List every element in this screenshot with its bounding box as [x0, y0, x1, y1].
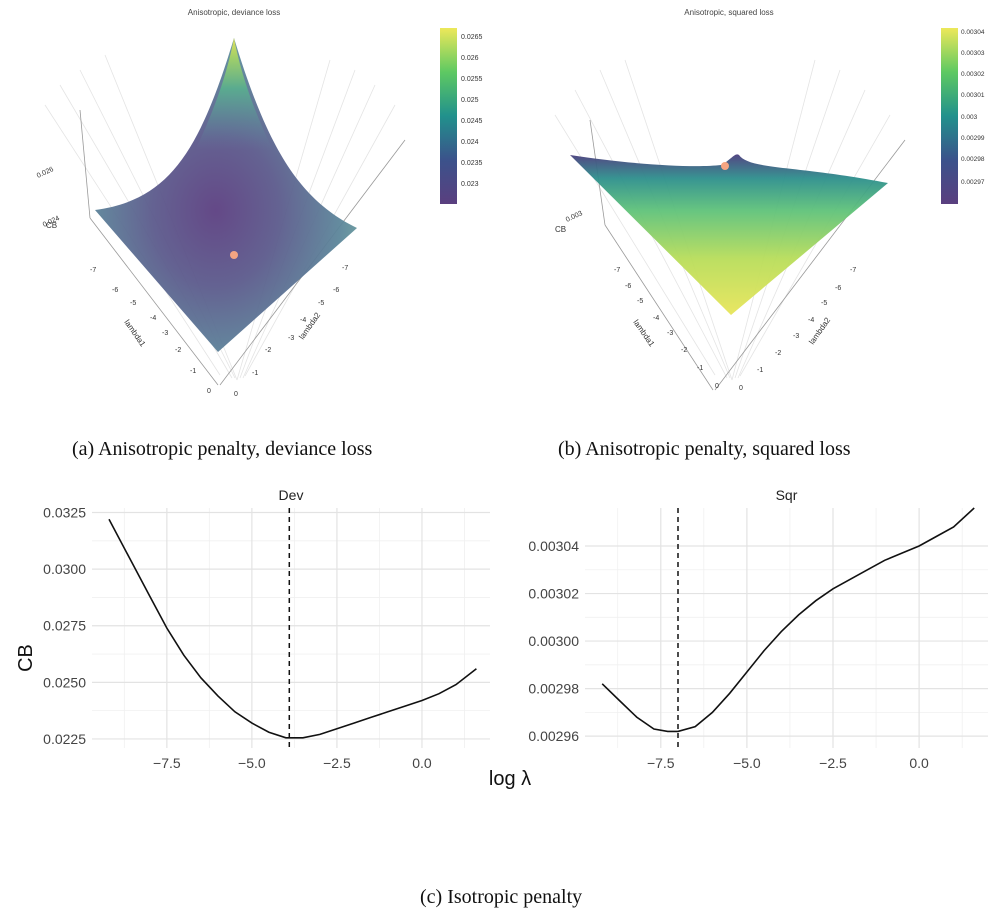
y-tick-label: -1	[757, 367, 763, 374]
x-tick-label: 0	[207, 388, 211, 395]
y-tick-label: -7	[342, 265, 348, 272]
minimum-marker	[721, 162, 729, 170]
y-tick-label: -5	[318, 300, 324, 307]
x-tick-label: -7	[614, 267, 620, 274]
surface-title: Anisotropic, squared loss	[684, 8, 773, 17]
x-tick-label: -4	[653, 315, 659, 322]
surface-plot-squared: Anisotropic, squared loss 0.003 CB -7 -6…	[554, 8, 985, 392]
x-tick-label: -6	[112, 287, 118, 294]
y-tick-label: -2	[775, 350, 781, 357]
x-tick-label: -5	[130, 300, 136, 307]
y-tick-label: -2	[265, 347, 271, 354]
x-tick-label: -1	[697, 365, 703, 372]
colorbar-tick-label: 0.00304	[961, 29, 985, 36]
z-axis-label: CB	[46, 221, 57, 230]
x-tick-label: -3	[162, 330, 168, 337]
y-tick-label: -7	[850, 267, 856, 274]
minimum-marker	[230, 251, 238, 259]
surface-title: Anisotropic, deviance loss	[188, 8, 281, 17]
surface-peak	[195, 38, 273, 150]
x-axis-label: log λ	[489, 768, 531, 790]
x-tick-label: −5.0	[238, 755, 266, 771]
colorbar-tick-label: 0.025	[461, 97, 479, 104]
colorbar-tick-label: 0.024	[461, 139, 479, 146]
y-tick-label: -4	[808, 317, 814, 324]
x-tick-label: -4	[150, 315, 156, 322]
y-tick-label: 0.0300	[43, 561, 86, 577]
x-axis-label: lambda1	[122, 318, 147, 349]
y-tick-label: -6	[333, 287, 339, 294]
colorbar-tick-label: 0.0265	[461, 34, 483, 41]
y-tick-label: 0.00296	[528, 728, 579, 744]
z-axis-label: CB	[555, 225, 566, 234]
x-tick-label: -2	[175, 347, 181, 354]
caption-b: (b) Anisotropic penalty, squared loss	[558, 438, 851, 460]
x-tick-label: −7.5	[647, 755, 675, 771]
x-tick-label: 0.0	[412, 755, 432, 771]
caption-a: (a) Anisotropic penalty, deviance loss	[72, 438, 373, 460]
surface-mesh	[570, 154, 888, 315]
y-tick-label: -5	[821, 300, 827, 307]
colorbar-tick-label: 0.00301	[961, 92, 985, 99]
x-tick-label: -2	[681, 347, 687, 354]
y-tick-label: 0	[234, 391, 238, 398]
x-tick-label: -7	[90, 267, 96, 274]
colorbar-tick-label: 0.0255	[461, 76, 483, 83]
y-tick-label: -6	[835, 285, 841, 292]
caption-c: (c) Isotropic penalty	[420, 886, 583, 908]
facet-title: Sqr	[776, 487, 798, 503]
y-tick-label: -3	[288, 335, 294, 342]
colorbar-tick-label: 0.00303	[961, 50, 985, 57]
colorbar-tick-label: 0.00297	[961, 179, 985, 186]
x-tick-label: −2.5	[819, 755, 847, 771]
x-tick-label: -5	[637, 298, 643, 305]
z-tick-label: 0.003	[565, 210, 584, 224]
y-tick-label: 0.00304	[528, 538, 579, 554]
y-axis-label: CB	[15, 644, 37, 672]
surface-mesh	[95, 38, 357, 352]
y-tick-label: 0.00302	[528, 586, 579, 602]
series-line	[108, 518, 477, 739]
y-tick-label: 0.00298	[528, 681, 579, 697]
y-tick-label: -4	[300, 317, 306, 324]
facet-title: Dev	[279, 487, 304, 503]
colorbar-tick-label: 0.003	[961, 114, 978, 121]
y-tick-label: 0.00300	[528, 633, 579, 649]
x-tick-label: -3	[667, 330, 673, 337]
y-axis-label: lambda2	[297, 310, 322, 341]
colorbar	[941, 28, 958, 204]
x-tick-label: −2.5	[323, 755, 351, 771]
line-chart-dev: −7.5 −5.0 −2.5 0.0 0.0225 0.0250 0.0275 0.0300 0…	[43, 487, 490, 771]
colorbar-tick-label: 0.00299	[961, 135, 985, 142]
x-tick-label: 0.0	[909, 755, 929, 771]
colorbar-tick-label: 0.00302	[961, 71, 985, 78]
y-tick-label: -3	[793, 333, 799, 340]
x-tick-label: −5.0	[733, 755, 761, 771]
y-tick-label: -1	[252, 370, 258, 377]
x-axis-label: lambda1	[631, 318, 656, 349]
x-tick-label: −7.5	[153, 755, 181, 771]
x-tick-label: 0	[715, 383, 719, 390]
y-tick-label: 0.0275	[43, 618, 86, 634]
colorbar	[440, 28, 457, 204]
colorbar-tick-label: 0.00298	[961, 156, 985, 163]
line-charts-isotropic: −7.5 −5.0 −2.5 0.0 0.0225 0.0250 0.0275 0.0300 0…	[15, 487, 988, 790]
colorbar-tick-label: 0.0245	[461, 118, 483, 125]
x-tick-label: -1	[190, 368, 196, 375]
colorbar-tick-label: 0.0235	[461, 160, 483, 167]
y-tick-label: 0	[739, 385, 743, 392]
x-tick-label: -6	[625, 283, 631, 290]
y-tick-label: 0.0225	[43, 731, 86, 747]
surface-plot-deviance: Anisotropic, deviance loss 0.026 0.024 C…	[36, 8, 483, 398]
y-tick-label: 0.0250	[43, 674, 86, 690]
colorbar-tick-label: 0.023	[461, 181, 479, 188]
colorbar-tick-label: 0.026	[461, 55, 479, 62]
y-tick-label: 0.0325	[43, 505, 86, 521]
series-line	[601, 507, 975, 733]
z-tick-label: 0.026	[36, 166, 55, 180]
line-chart-sqr: −7.5 −5.0 −2.5 0.0 0.00296 0.00298 0.00300 0.00…	[528, 487, 988, 771]
